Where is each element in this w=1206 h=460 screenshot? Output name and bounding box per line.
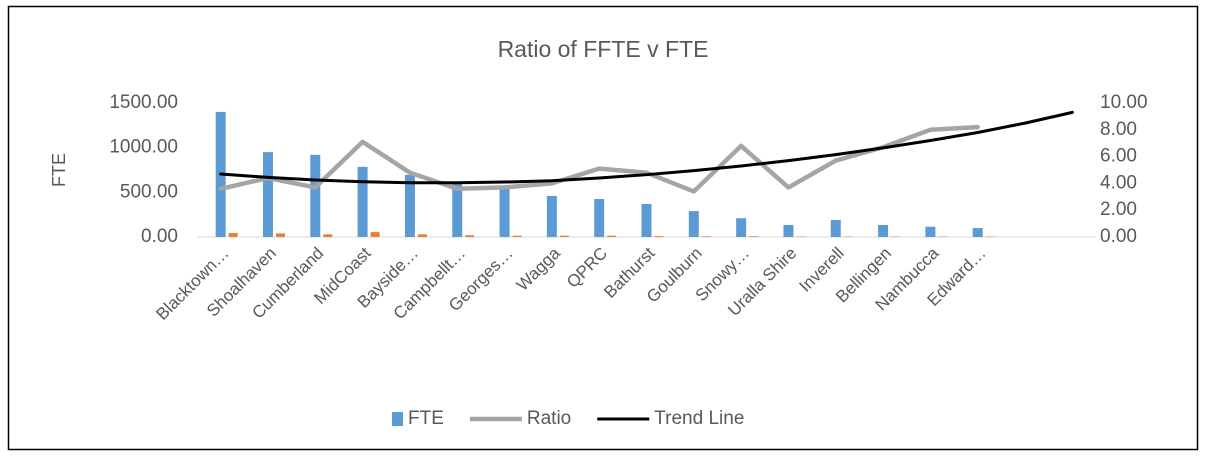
y2-tick-label: 6.00: [1100, 146, 1137, 167]
bar: [263, 152, 273, 237]
bar: [973, 228, 983, 237]
bar: [925, 227, 935, 237]
bar: [418, 234, 427, 237]
legend-swatch: [392, 412, 403, 426]
bar: [655, 236, 664, 237]
bar: [736, 218, 746, 237]
bar: [358, 167, 368, 237]
bar: [371, 232, 380, 237]
y-tick-label: 0.00: [141, 226, 178, 247]
bar: [276, 233, 285, 237]
y2-tick-label: 0.00: [1100, 226, 1137, 247]
bar: [229, 233, 238, 237]
bar: [465, 235, 474, 237]
bar: [749, 236, 758, 237]
y-tick-label: 500.00: [120, 181, 178, 202]
bar: [831, 220, 841, 237]
bar: [594, 199, 604, 237]
bar: [547, 196, 557, 237]
bar: [878, 225, 888, 237]
bar: [452, 183, 462, 237]
bar: [689, 211, 699, 237]
bar: [783, 225, 793, 237]
bar: [642, 204, 652, 237]
bar: [310, 155, 320, 237]
y-tick-label: 1500.00: [109, 92, 178, 113]
bar: [607, 236, 616, 237]
legend-label: FTE: [408, 408, 444, 429]
legend-label: Ratio: [527, 408, 571, 429]
y2-tick-label: 4.00: [1100, 172, 1137, 193]
bar: [560, 236, 569, 237]
y2-tick-label: 10.00: [1100, 92, 1148, 113]
bar: [513, 236, 522, 237]
bar: [500, 188, 510, 237]
bar: [323, 234, 332, 237]
bar: [702, 236, 711, 237]
y2-tick-label: 2.00: [1100, 199, 1137, 220]
y2-tick-label: 8.00: [1100, 119, 1137, 140]
chart-title: Ratio of FFTE v FTE: [498, 36, 709, 62]
y-axis-title: FTE: [49, 153, 69, 187]
y-tick-label: 1000.00: [109, 137, 178, 158]
legend-label: Trend Line: [654, 408, 744, 429]
